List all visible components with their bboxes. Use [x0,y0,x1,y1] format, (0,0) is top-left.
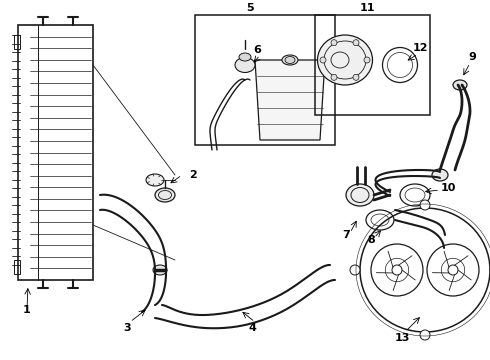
Text: 3: 3 [123,323,131,333]
Text: 2: 2 [189,170,197,180]
Bar [14,35,20,49]
Ellipse shape [432,169,448,181]
Ellipse shape [318,35,372,85]
Ellipse shape [285,57,295,63]
Bar [315,15,430,115]
Polygon shape [255,60,325,140]
Ellipse shape [155,188,175,202]
Circle shape [350,265,360,275]
Circle shape [420,200,430,210]
Text: 8: 8 [367,235,375,245]
Text: 5: 5 [246,3,254,13]
Bar [195,15,335,145]
Circle shape [364,57,370,63]
Text: 11: 11 [359,3,375,13]
Text: 1: 1 [23,305,31,315]
Circle shape [353,40,359,46]
Circle shape [353,74,359,80]
Ellipse shape [346,184,374,206]
Text: 10: 10 [441,183,456,193]
Ellipse shape [239,53,251,61]
Ellipse shape [146,174,164,186]
Circle shape [320,57,326,63]
Text: 6: 6 [253,45,261,55]
Circle shape [331,40,337,46]
Ellipse shape [153,265,167,275]
Bar [14,260,20,274]
Circle shape [420,330,430,340]
Text: 4: 4 [248,323,256,333]
Circle shape [331,74,337,80]
Bar [18,25,93,280]
Text: 7: 7 [342,230,350,240]
Ellipse shape [453,80,467,90]
Text: 9: 9 [468,52,476,62]
Text: 13: 13 [394,333,410,343]
Text: 12: 12 [412,43,428,53]
Ellipse shape [235,58,255,72]
Ellipse shape [282,55,298,65]
